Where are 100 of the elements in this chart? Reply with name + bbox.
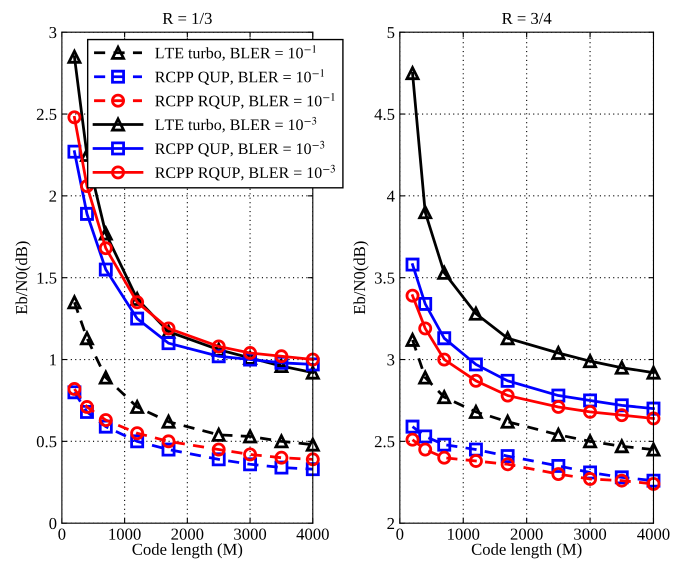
point <box>437 450 452 465</box>
point <box>67 382 82 396</box>
point <box>500 414 515 429</box>
point <box>468 357 483 372</box>
point <box>162 321 176 336</box>
point <box>80 331 94 346</box>
point <box>80 400 94 414</box>
point <box>274 349 288 364</box>
point <box>614 474 629 488</box>
x-tick-label: 1000 <box>109 528 141 540</box>
point <box>243 346 258 360</box>
point <box>468 404 483 419</box>
y-tick-label: 3 <box>387 354 394 366</box>
x-tick-label: 4000 <box>296 528 329 540</box>
point <box>646 366 660 380</box>
y-tick-label: 4 <box>386 190 395 202</box>
point <box>306 438 320 452</box>
point <box>212 442 226 456</box>
chart-title: R = 3/4 <box>502 12 552 24</box>
y-tick-label: 0 <box>49 518 56 530</box>
x-axis-title: Code length (M) <box>472 543 582 558</box>
point <box>646 442 660 456</box>
x-axis-title: Code length (M) <box>132 543 242 558</box>
point <box>551 400 566 414</box>
point <box>551 346 566 360</box>
point <box>162 434 176 448</box>
point <box>130 400 144 414</box>
point <box>306 352 320 366</box>
point <box>583 434 598 448</box>
point <box>437 266 452 280</box>
point <box>551 467 566 482</box>
x-tick-label: 3000 <box>574 528 606 540</box>
y-axis-title: Eb/N0(dB) <box>16 241 31 314</box>
point <box>274 450 288 465</box>
legend-label: LTE turbo, BLER = 10$^{−1}$ <box>155 45 316 61</box>
x-tick-label: 2000 <box>510 528 543 540</box>
point <box>614 360 629 375</box>
point <box>437 352 452 366</box>
point <box>500 331 515 346</box>
point <box>67 295 82 310</box>
point <box>243 430 258 444</box>
point <box>614 408 629 422</box>
point <box>80 206 94 221</box>
point <box>418 442 432 456</box>
y-tick-label: 1.5 <box>38 272 56 284</box>
point <box>437 438 452 452</box>
point <box>583 354 598 368</box>
y-tick-label: 1 <box>50 354 56 366</box>
point <box>274 434 288 448</box>
y-tick-label: 3 <box>49 26 56 38</box>
point <box>468 374 483 388</box>
y-tick-label: 0.5 <box>36 436 56 448</box>
point <box>418 296 432 311</box>
point <box>98 241 113 256</box>
x-tick-label: 3000 <box>234 528 266 540</box>
point <box>406 332 420 347</box>
point <box>306 452 320 466</box>
point <box>418 321 432 336</box>
x-tick-label: 1000 <box>448 528 480 540</box>
point <box>130 426 144 440</box>
legend-label: RCPP QUP, BLER = 10$^{−3}$ <box>155 140 324 157</box>
point <box>614 439 629 454</box>
point <box>500 374 515 388</box>
y-tick-label: 4.5 <box>374 108 394 120</box>
point <box>162 414 176 429</box>
legend-label: LTE turbo, BLER = 10$^{−3}$ <box>155 116 316 132</box>
point <box>162 336 176 350</box>
legend-label: RCPP RQUP, BLER = 10$^{−1}$ <box>155 93 335 109</box>
point <box>500 457 515 472</box>
y-tick-label: 2.5 <box>374 436 394 448</box>
chart-title: R = 1/3 <box>162 12 212 24</box>
point <box>406 258 420 272</box>
point <box>406 432 420 447</box>
point <box>130 312 144 326</box>
y-tick-label: 2 <box>387 518 394 529</box>
x-tick-label: 4000 <box>637 528 670 540</box>
point <box>243 448 258 462</box>
legend-label: RCPP RQUP, BLER = 10$^{−3}$ <box>155 164 335 181</box>
point <box>646 476 660 491</box>
x-tick-label: 0 <box>58 528 66 540</box>
point <box>437 331 452 346</box>
legend-label: RCPP QUP, BLER = 10$^{−1}$ <box>155 69 324 85</box>
point <box>583 404 598 419</box>
point <box>98 262 113 276</box>
point <box>468 306 483 321</box>
point <box>468 454 483 468</box>
point <box>67 110 82 124</box>
point <box>500 388 515 402</box>
point <box>551 428 566 442</box>
point <box>98 413 113 428</box>
point <box>67 50 82 64</box>
y-tick-label: 2 <box>49 190 56 202</box>
point <box>437 390 452 404</box>
point <box>406 288 420 303</box>
point <box>646 412 660 426</box>
point <box>130 295 144 310</box>
point <box>418 370 432 384</box>
x-tick-label: 2000 <box>171 528 204 540</box>
x-tick-label: 0 <box>396 528 404 540</box>
y-tick-label: 2.5 <box>36 108 56 120</box>
